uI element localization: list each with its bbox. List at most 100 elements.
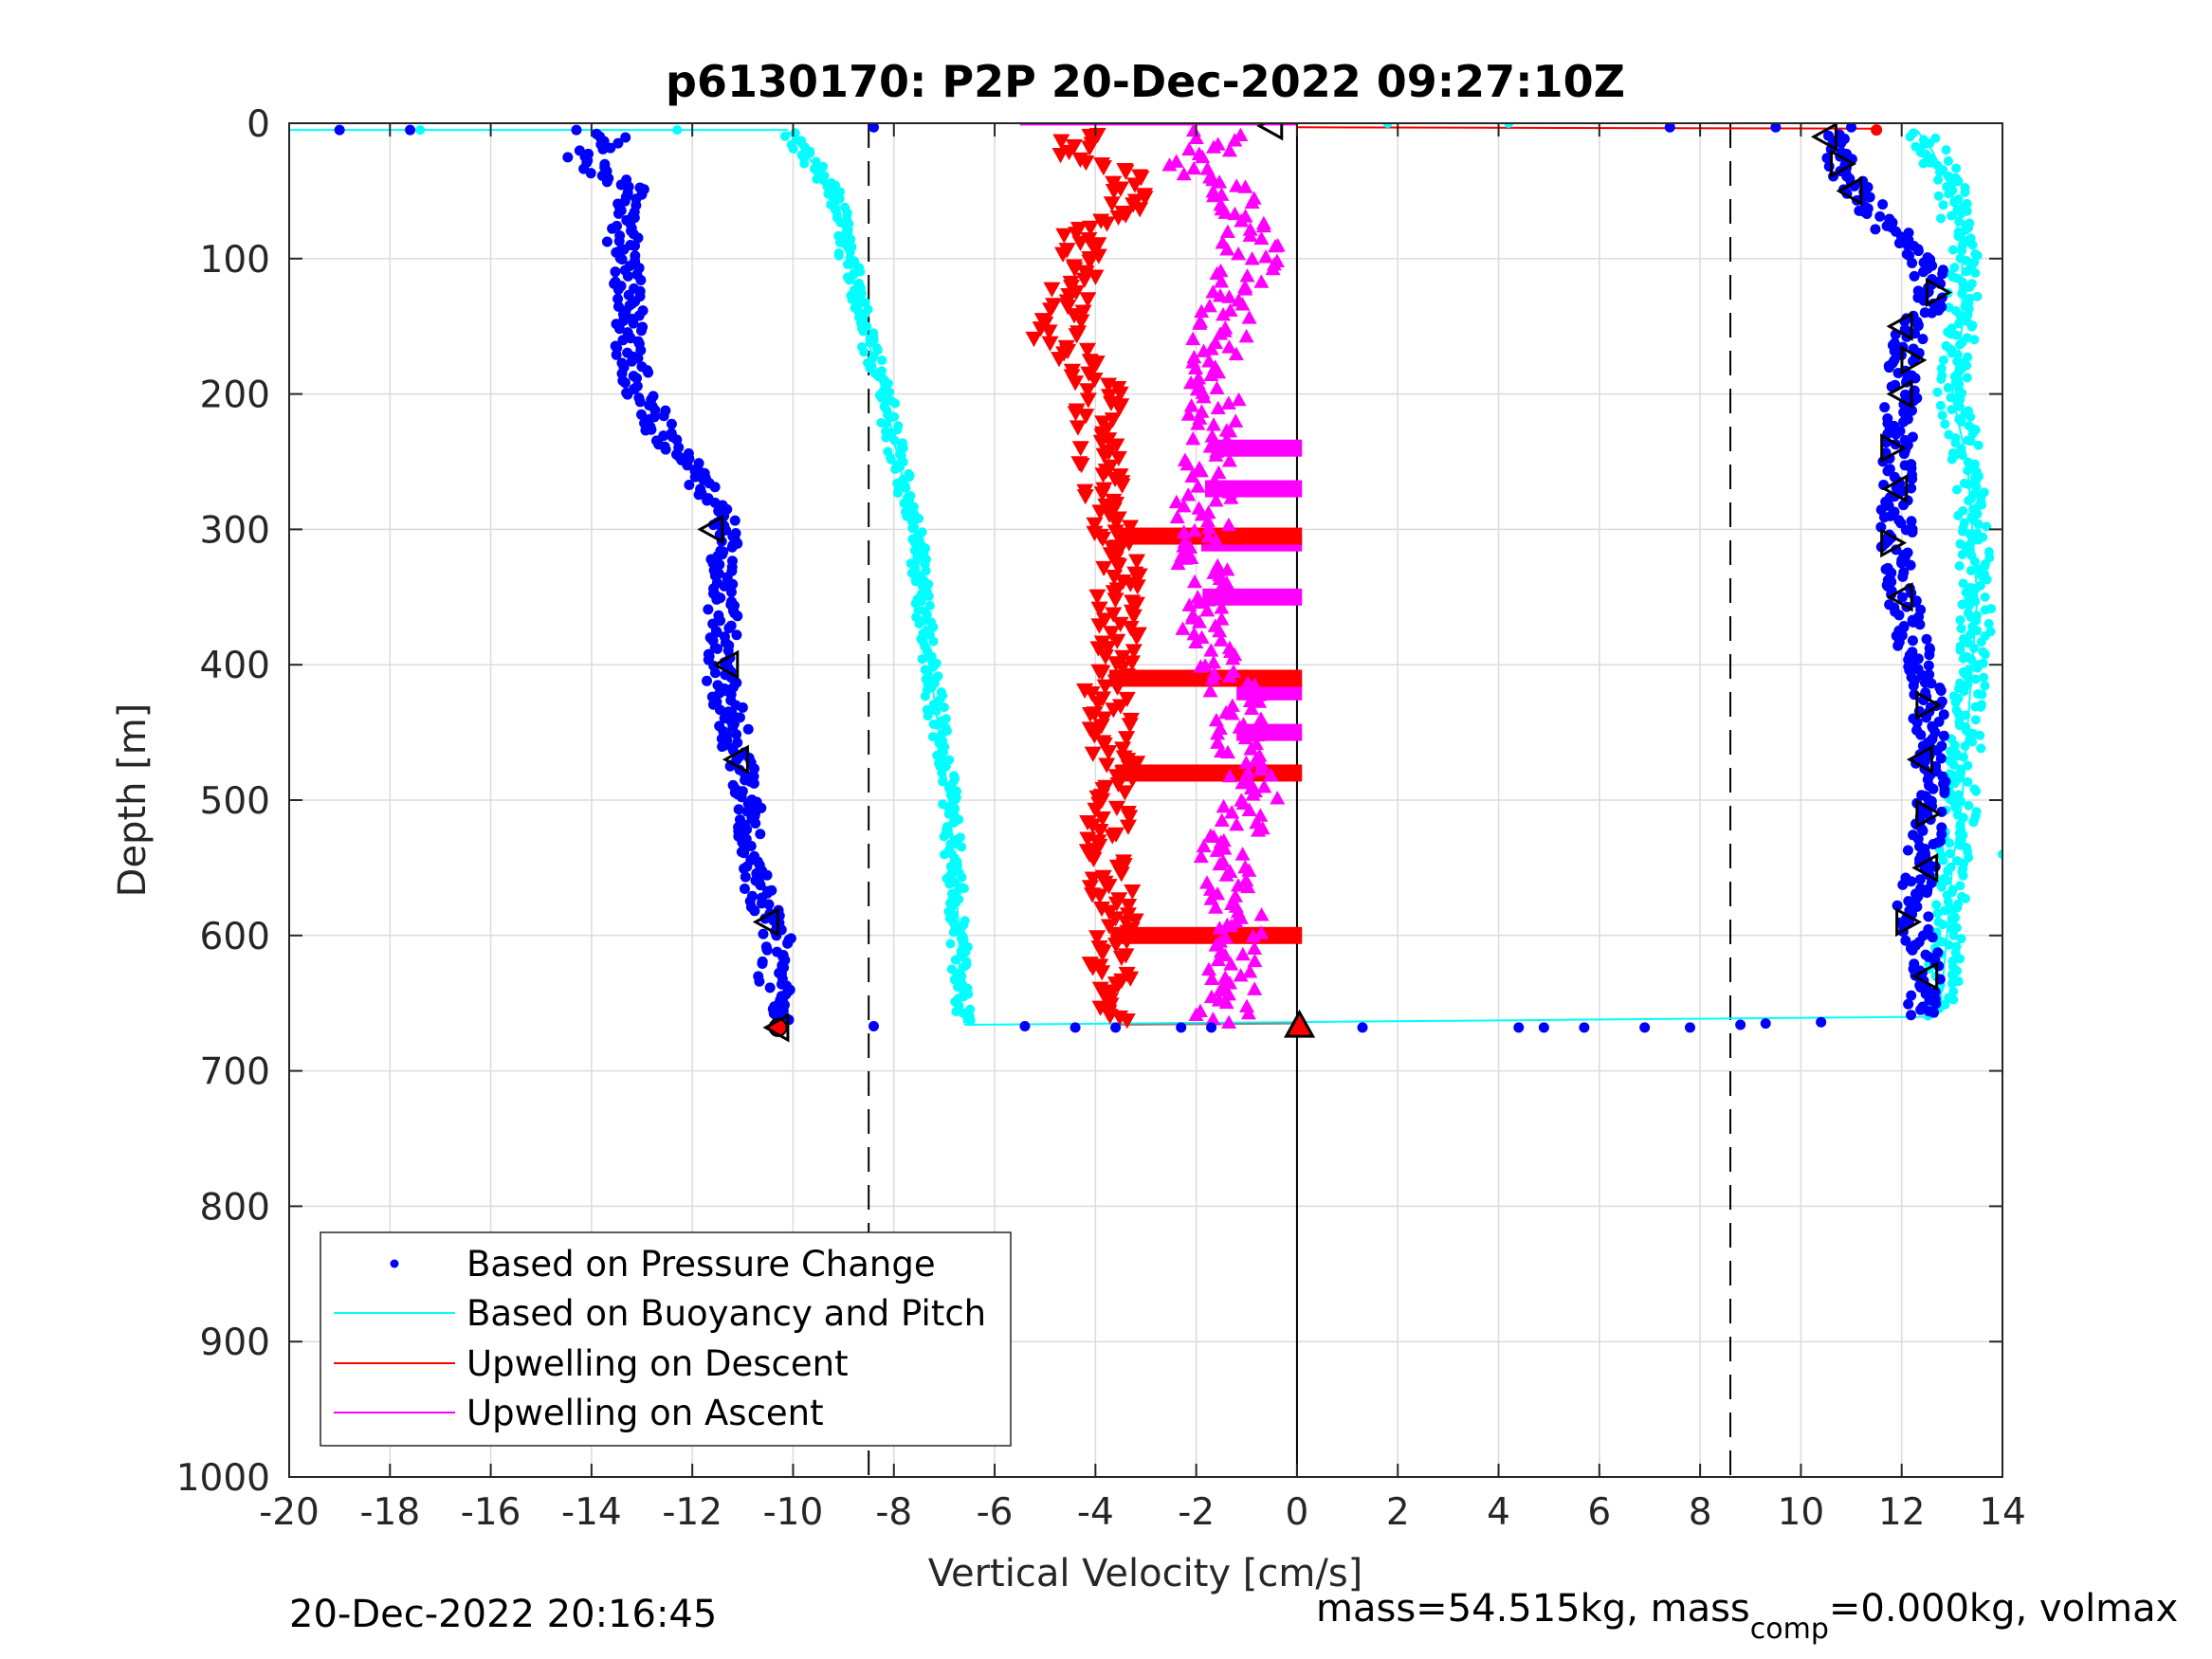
ascent-upwelling-marker bbox=[1219, 224, 1235, 239]
ascent-upwelling-marker bbox=[1234, 946, 1251, 961]
ascent-upwelling-marker bbox=[1245, 928, 1261, 943]
buoyancy-descent-point bbox=[889, 435, 900, 446]
x-tick-label: -8 bbox=[875, 1491, 912, 1534]
pressure-outlier-point bbox=[1664, 123, 1675, 133]
buoyancy-ascent-point bbox=[1964, 479, 1974, 489]
pressure-ascent-point bbox=[1897, 879, 1909, 890]
ascent-upwelling-marker bbox=[1258, 249, 1274, 264]
pitch-marker-ascent bbox=[1886, 311, 1913, 341]
buoyancy-ascent-point bbox=[1938, 355, 1948, 365]
buoyancy-ascent-point bbox=[1934, 167, 1945, 177]
buoyancy-ascent-point bbox=[1945, 838, 1955, 848]
pressure-descent-point bbox=[731, 729, 742, 740]
pressure-descent-point bbox=[717, 741, 728, 753]
buoyancy-ascent-point bbox=[1966, 321, 1977, 332]
ascent-upwelling-marker bbox=[1212, 856, 1228, 871]
pressure-descent-point bbox=[755, 829, 766, 840]
pressure-descent-point bbox=[739, 884, 750, 895]
buoyancy-ascent-point bbox=[1942, 875, 1952, 885]
pressure-descent-point bbox=[725, 587, 737, 598]
ascent-upwelling-marker bbox=[1201, 961, 1217, 976]
buoyancy-ascent-point bbox=[1967, 737, 1978, 747]
descent-upwelling-marker bbox=[1095, 560, 1113, 577]
y-tick-label: 500 bbox=[200, 780, 270, 823]
ascent-upwelling-marker bbox=[1214, 600, 1230, 614]
pressure-ascent-point bbox=[1914, 874, 1926, 885]
descent-upwelling-marker bbox=[1082, 220, 1100, 236]
bottom-red-triangle bbox=[1284, 1009, 1316, 1038]
ascent-upwelling-marker bbox=[1241, 802, 1257, 816]
buoyancy-descent-point bbox=[831, 205, 841, 215]
y-tick-label: 900 bbox=[200, 1322, 270, 1364]
pressure-ascent-point bbox=[1906, 876, 1917, 887]
buoyancy-ascent-point bbox=[1956, 934, 1966, 944]
pressure-ascent-point bbox=[1923, 660, 1934, 671]
pressure-descent-point bbox=[701, 675, 712, 686]
ascent-upwelling-marker bbox=[1223, 490, 1239, 504]
pitch-marker-descent bbox=[752, 906, 779, 938]
ascent-upwelling-marker bbox=[1214, 611, 1230, 626]
buoyancy-ascent-point bbox=[1950, 697, 1961, 707]
pressure-outlier-point bbox=[571, 124, 582, 136]
buoyancy-ascent-point bbox=[1955, 954, 1965, 964]
ascent-upwelling-marker bbox=[1212, 921, 1228, 935]
descent-upwelling-marker bbox=[1087, 802, 1105, 818]
buoyancy-ascent-point bbox=[1968, 817, 1979, 828]
surface-red-dot bbox=[1871, 124, 1883, 137]
buoyancy-ascent-point bbox=[1944, 189, 1954, 199]
descent-upwelling-marker bbox=[1094, 467, 1112, 483]
descent-upwelling-marker bbox=[1051, 352, 1069, 368]
x-axis-label: Vertical Velocity [cm/s] bbox=[928, 1552, 1363, 1595]
ascent-upwelling-marker bbox=[1220, 586, 1236, 601]
legend: Based on Pressure Change Based on Buoyan… bbox=[320, 1231, 1012, 1447]
buoyancy-ascent-point bbox=[1980, 605, 1990, 615]
descent-upwelling-marker bbox=[1109, 776, 1127, 793]
buoyancy-descent-point bbox=[960, 884, 970, 894]
y-tick-label: 400 bbox=[200, 645, 270, 687]
buoyancy-ascent-point bbox=[1936, 213, 1947, 224]
descent-upwelling-marker bbox=[1079, 383, 1097, 399]
descent-upwelling-marker bbox=[1092, 434, 1110, 450]
buoyancy-descent-point bbox=[938, 776, 948, 787]
descent-upwelling-marker bbox=[1124, 884, 1142, 901]
pressure-descent-point bbox=[611, 349, 622, 360]
x-tick-label: -4 bbox=[1077, 1491, 1114, 1534]
pressure-ascent-point bbox=[1906, 483, 1917, 494]
ascent-upwelling-marker bbox=[1213, 326, 1229, 340]
pitch-marker-ascent bbox=[1911, 961, 1939, 992]
pressure-ascent-point bbox=[1939, 787, 1950, 798]
pressure-descent-point bbox=[632, 232, 644, 244]
descent-band bbox=[1115, 764, 1303, 782]
ascent-upwelling-marker bbox=[1238, 755, 1254, 770]
descent-upwelling-marker bbox=[1051, 148, 1069, 164]
buoyancy-descent-point bbox=[842, 259, 852, 269]
descent-band bbox=[1110, 926, 1303, 944]
descent-upwelling-marker bbox=[1110, 401, 1128, 417]
pressure-descent-point bbox=[733, 804, 744, 815]
descent-upwelling-marker bbox=[1082, 706, 1100, 723]
ascent-upwelling-marker bbox=[1181, 597, 1197, 611]
buoyancy-descent-point bbox=[907, 523, 918, 534]
ascent-upwelling-marker bbox=[1216, 306, 1232, 321]
ascent-upwelling-marker bbox=[1190, 416, 1206, 430]
ascent-upwelling-marker bbox=[1186, 626, 1202, 641]
descent-upwelling-marker bbox=[1100, 744, 1118, 761]
buoyancy-ascent-point bbox=[1948, 930, 1959, 940]
descent-upwelling-marker bbox=[1106, 592, 1124, 609]
descent-upwelling-marker bbox=[1086, 728, 1104, 744]
descent-upwelling-marker bbox=[1041, 302, 1059, 319]
pressure-ascent-point bbox=[1821, 153, 1833, 164]
pitch-marker-ascent bbox=[1836, 175, 1863, 206]
ascent-upwelling-marker bbox=[1193, 659, 1209, 673]
buoyancy-ascent-point bbox=[1970, 715, 1981, 725]
x-tick-label: -10 bbox=[763, 1491, 824, 1534]
y-tick-label: 0 bbox=[247, 103, 270, 146]
descent-upwelling-marker bbox=[1076, 489, 1094, 505]
buoyancy-ascent-point bbox=[1970, 268, 1981, 279]
buoyancy-ascent-point bbox=[1957, 526, 1967, 537]
descent-upwelling-marker bbox=[1124, 772, 1142, 788]
ascent-upwelling-marker bbox=[1228, 413, 1244, 428]
pressure-ascent-point bbox=[1903, 998, 1914, 1010]
buoyancy-ascent-point bbox=[1935, 400, 1946, 410]
buoyancy-ascent-point bbox=[1953, 510, 1964, 520]
